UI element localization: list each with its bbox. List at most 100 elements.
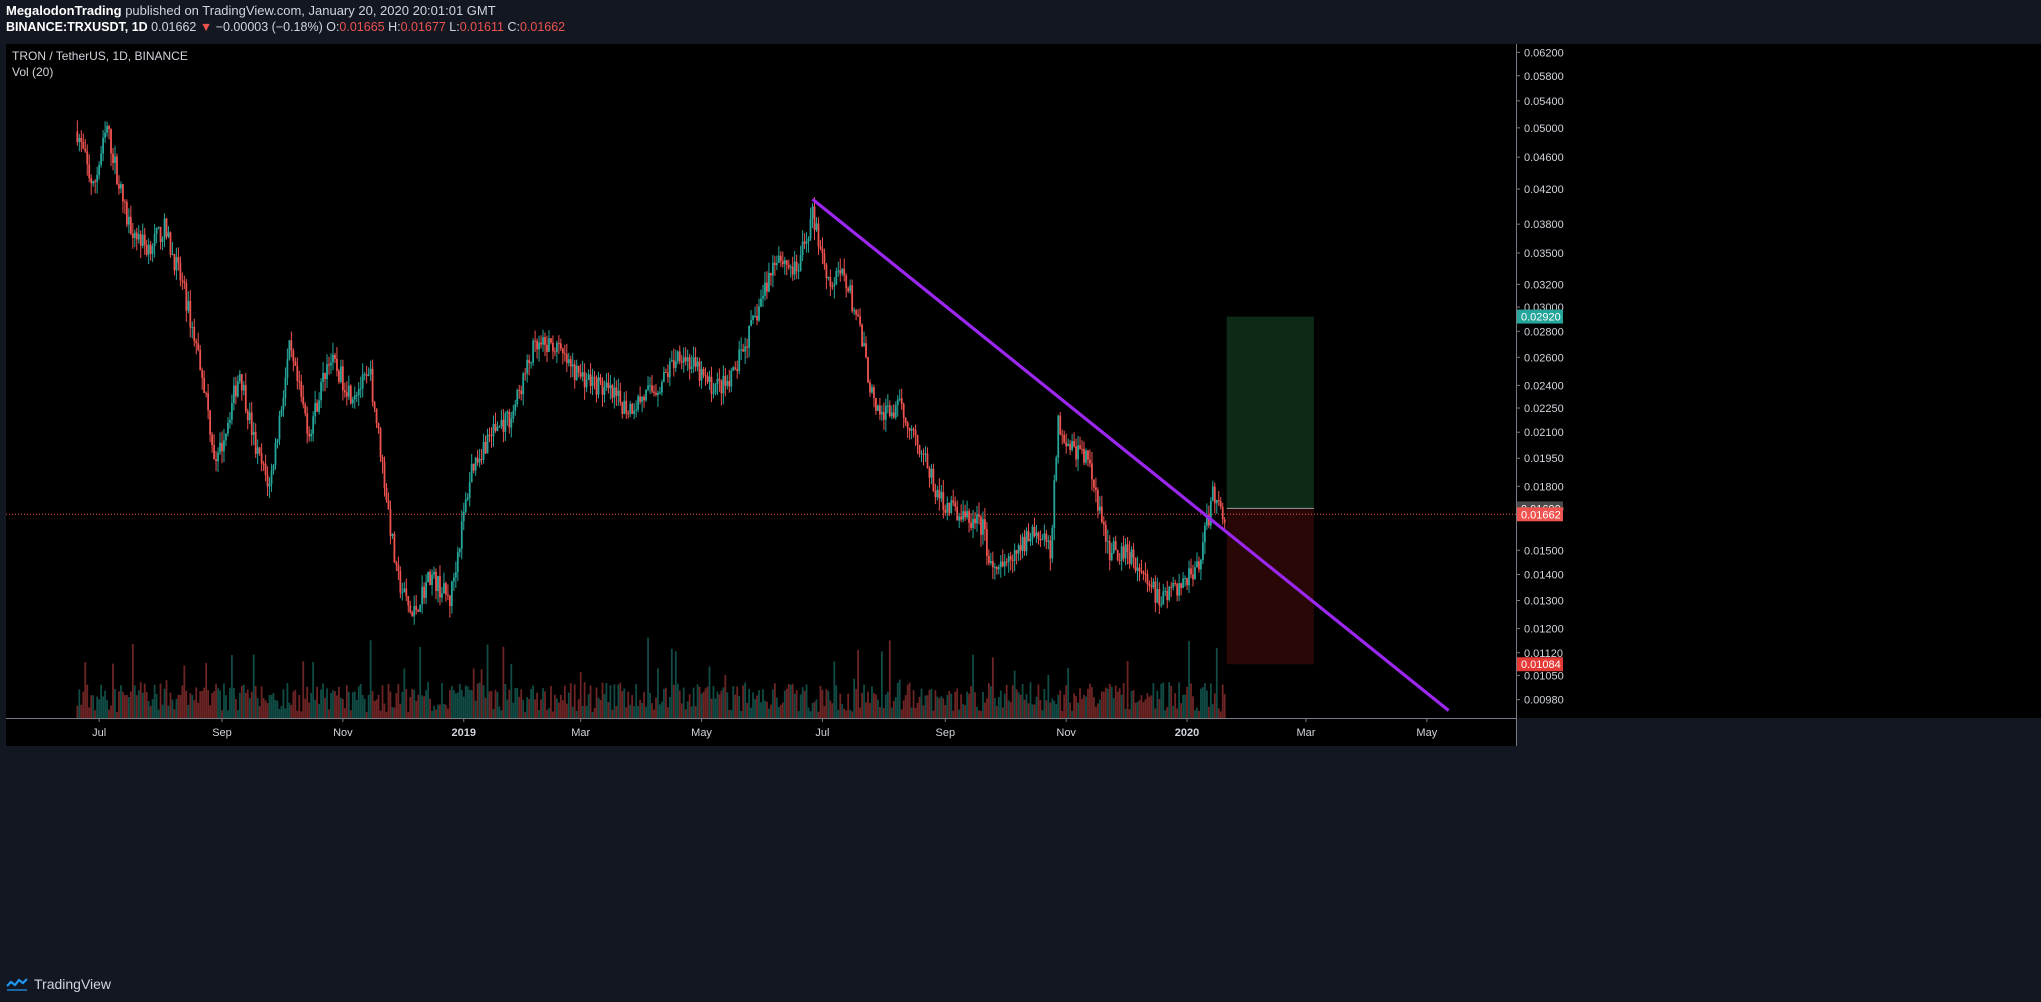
candle-body xyxy=(538,342,540,350)
candle-body xyxy=(888,405,891,417)
candle-body xyxy=(875,398,877,411)
candle-body xyxy=(916,435,919,445)
candle-body xyxy=(1091,463,1093,480)
candle-body xyxy=(373,401,376,409)
candle-body xyxy=(272,465,275,471)
candle-body xyxy=(1075,446,1077,460)
candle-body xyxy=(775,262,778,266)
candle-body xyxy=(676,351,679,362)
candle-body xyxy=(133,232,136,238)
volume-bar xyxy=(740,711,743,718)
candle-body xyxy=(1184,578,1186,580)
candle-body xyxy=(1124,544,1127,559)
volume-bar xyxy=(486,644,489,718)
volume-bar xyxy=(896,682,899,718)
candle-body xyxy=(431,574,433,585)
candle-body xyxy=(98,164,101,175)
price-tick-label: 0.04600 xyxy=(1524,152,1564,164)
price-chart[interactable]: TRON / TetherUS, 1D, BINANCE Vol (20) 0.06… xyxy=(6,44,2041,968)
candle-body xyxy=(599,377,602,381)
volume-bar xyxy=(345,685,348,718)
volume-bar xyxy=(219,690,221,718)
tradingview-logo-icon[interactable] xyxy=(6,977,28,991)
volume-bar xyxy=(766,701,768,718)
candle-body xyxy=(472,463,475,471)
volume-bar xyxy=(661,701,663,718)
candle-body xyxy=(464,499,467,512)
volume-bar xyxy=(431,710,433,718)
volume-bar xyxy=(375,699,378,718)
candle-body xyxy=(131,233,134,238)
candle-body xyxy=(1037,532,1040,539)
candle-body xyxy=(655,392,657,395)
volume-bar xyxy=(900,709,903,718)
candle-body xyxy=(322,372,324,382)
volume-bar xyxy=(742,685,745,718)
candle-body xyxy=(520,390,523,395)
volume-bar xyxy=(748,688,751,718)
candle-body xyxy=(1041,539,1044,541)
candle-body xyxy=(581,372,584,377)
volume-bar xyxy=(621,691,624,718)
volume-bar xyxy=(221,710,223,718)
candle-body xyxy=(355,395,358,397)
volume-bar xyxy=(201,691,204,718)
volume-bar xyxy=(1110,686,1113,718)
price-tick-label: 0.05000 xyxy=(1524,123,1564,135)
volume-bar xyxy=(1047,674,1050,718)
volume-bar xyxy=(702,691,705,718)
candle-body xyxy=(637,396,640,410)
volume-bar xyxy=(112,663,114,718)
volume-bar xyxy=(1116,691,1119,718)
candle-body xyxy=(557,342,560,344)
candle-body xyxy=(995,566,998,570)
volume-bar xyxy=(770,704,772,718)
volume-bar xyxy=(886,691,889,718)
candle-body xyxy=(496,426,499,431)
volume-bar xyxy=(229,687,231,718)
candle-body xyxy=(878,405,881,415)
volume-bar xyxy=(789,684,792,718)
candle-body xyxy=(702,368,705,376)
candle-body xyxy=(629,404,632,414)
volume-bar xyxy=(1009,702,1012,718)
volume-bar xyxy=(599,699,602,718)
candle-body xyxy=(970,522,972,529)
candle-body xyxy=(231,402,233,420)
volume-bar xyxy=(240,685,243,718)
volume-bar xyxy=(264,700,267,718)
volume-bar xyxy=(365,711,368,718)
volume-bar xyxy=(635,684,638,718)
volume-bar xyxy=(532,685,535,718)
volume-bar xyxy=(439,704,441,718)
candle-body xyxy=(1001,561,1004,567)
volume-bar xyxy=(435,709,437,718)
candle-body xyxy=(149,244,152,254)
volume-bar xyxy=(811,703,814,718)
candle-body xyxy=(867,357,869,383)
volume-bar xyxy=(926,695,929,718)
volume-bar xyxy=(387,683,390,718)
volume-bar xyxy=(389,691,392,718)
tradingview-brand[interactable]: TradingView xyxy=(34,976,112,992)
volume-bar xyxy=(1196,707,1198,718)
candle-body xyxy=(1166,591,1169,600)
candle-body xyxy=(165,218,168,237)
author-name[interactable]: MegalodonTrading xyxy=(6,3,122,18)
candle-body xyxy=(141,234,144,246)
volume-bar xyxy=(458,683,461,718)
volume-bar xyxy=(298,694,301,718)
candle-body xyxy=(258,447,261,454)
candle-body xyxy=(663,371,665,383)
volume-bar xyxy=(454,693,457,718)
volume-bar xyxy=(1162,682,1165,718)
volume-bar xyxy=(306,686,309,718)
volume-bar xyxy=(890,707,893,718)
chart-area[interactable]: TRON / TetherUS, 1D, BINANCE Vol (20) 0.06… xyxy=(6,44,2041,968)
candle-body xyxy=(1059,415,1062,435)
volume-bar xyxy=(151,699,154,718)
candle-body xyxy=(736,369,739,372)
volume-bar xyxy=(395,693,398,718)
volume-bar xyxy=(1069,702,1072,718)
candle-body xyxy=(1168,586,1171,600)
